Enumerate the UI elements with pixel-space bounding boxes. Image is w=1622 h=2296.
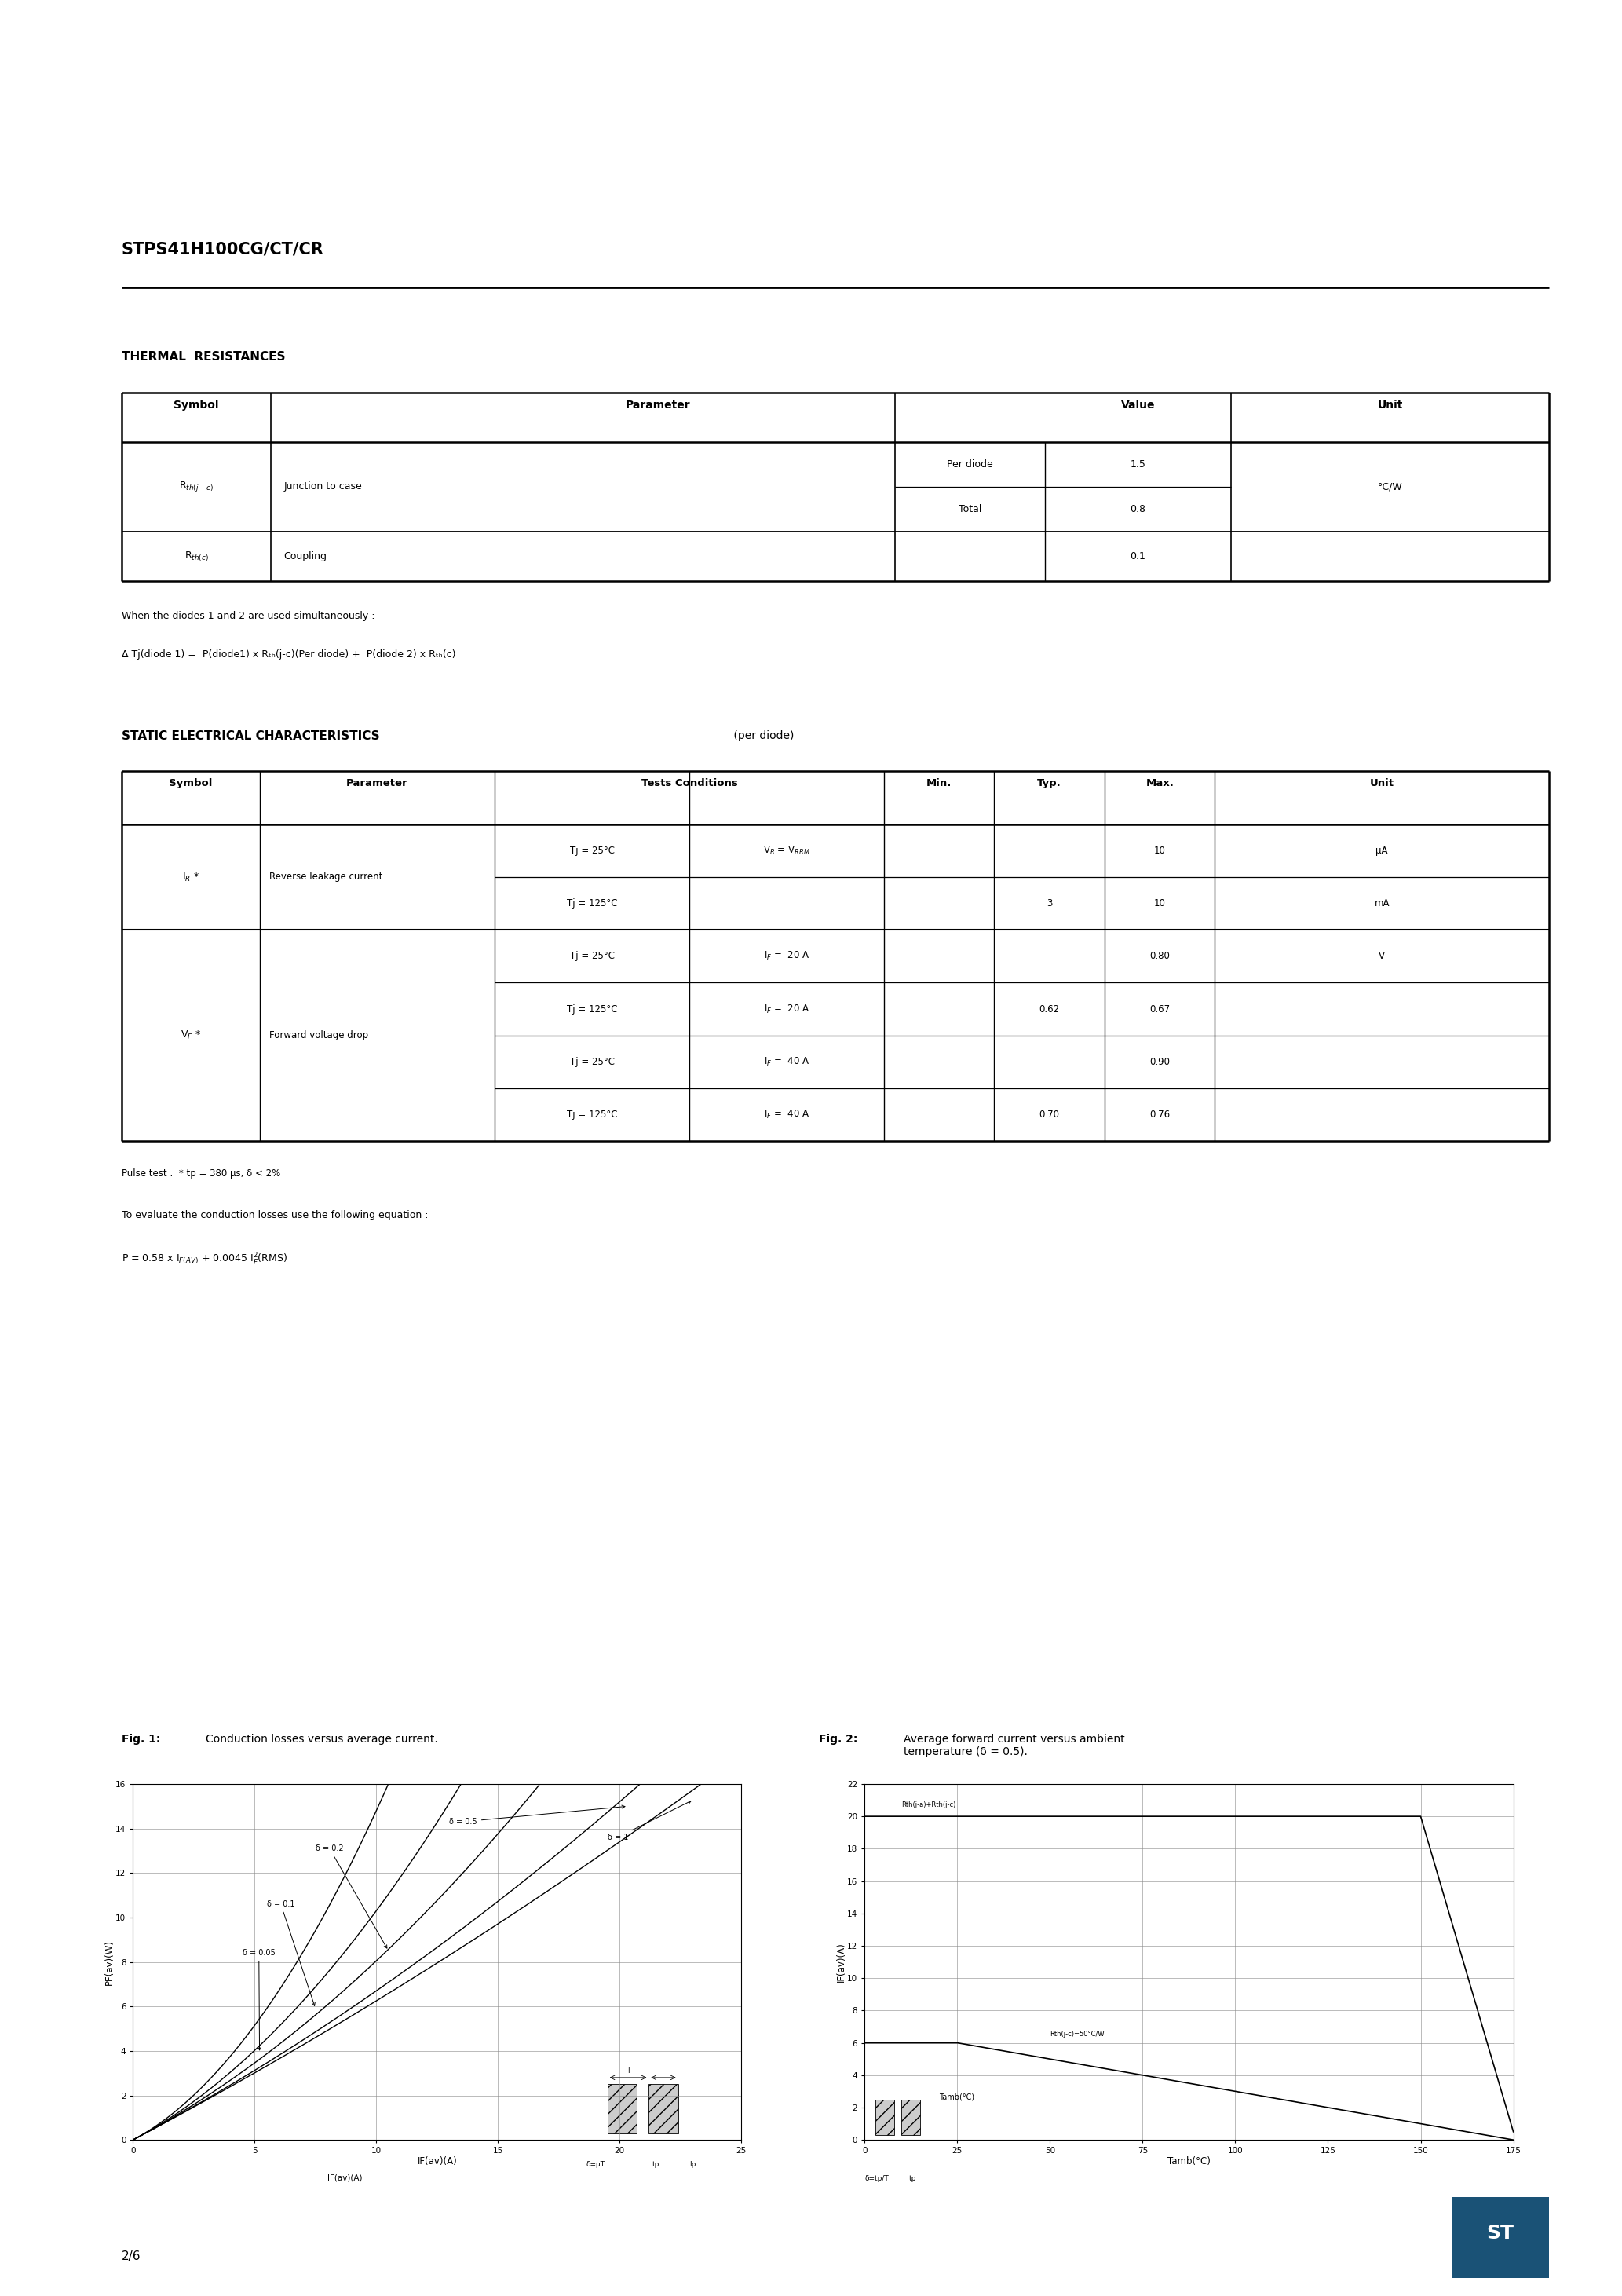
Text: Typ.: Typ.	[1038, 778, 1061, 788]
Text: lp: lp	[689, 2161, 696, 2167]
Text: Tamb(°C): Tamb(°C)	[939, 2094, 975, 2101]
Text: Forward voltage drop: Forward voltage drop	[269, 1031, 368, 1040]
Bar	[649, 2085, 678, 2133]
Text: STATIC ELECTRICAL CHARACTERISTICS: STATIC ELECTRICAL CHARACTERISTICS	[122, 730, 380, 742]
Text: (per diode): (per diode)	[730, 730, 793, 742]
Text: 0.8: 0.8	[1131, 505, 1145, 514]
Text: I: I	[628, 2069, 629, 2076]
Text: 10: 10	[1153, 845, 1166, 856]
Bar	[902, 2099, 920, 2135]
Text: Reverse leakage current: Reverse leakage current	[269, 872, 383, 882]
Text: Fig. 1:: Fig. 1:	[122, 1733, 161, 1745]
Text: R$_{th(c)}$: R$_{th(c)}$	[185, 549, 208, 563]
FancyBboxPatch shape	[1447, 2193, 1554, 2282]
Text: ST: ST	[1487, 2225, 1513, 2243]
Text: IF(av)(A): IF(av)(A)	[328, 2174, 363, 2181]
X-axis label: IF(av)(A): IF(av)(A)	[417, 2156, 457, 2165]
Text: 10: 10	[1153, 898, 1166, 909]
Text: When the diodes 1 and 2 are used simultaneously :: When the diodes 1 and 2 are used simulta…	[122, 611, 375, 620]
Text: I$_F$ =  20 A: I$_F$ = 20 A	[764, 951, 809, 962]
Text: Tj = 125°C: Tj = 125°C	[566, 1109, 618, 1120]
Text: 3: 3	[1046, 898, 1053, 909]
Text: Unit: Unit	[1369, 778, 1395, 788]
Text: tp: tp	[652, 2161, 660, 2167]
Text: Coupling: Coupling	[284, 551, 328, 560]
Text: 0.80: 0.80	[1150, 951, 1169, 962]
Text: δ=tp/T: δ=tp/T	[865, 2174, 889, 2181]
Text: Average forward current versus ambient
temperature (δ = 0.5).: Average forward current versus ambient t…	[903, 1733, 1124, 1756]
Text: δ = 0.1: δ = 0.1	[266, 1901, 315, 2007]
Text: °C/W: °C/W	[1377, 482, 1403, 491]
Text: δ = 1: δ = 1	[608, 1800, 691, 1841]
X-axis label: Tamb(°C): Tamb(°C)	[1168, 2156, 1210, 2165]
Text: R$_{th(j-c)}$: R$_{th(j-c)}$	[178, 480, 214, 494]
Text: I$_F$ =  40 A: I$_F$ = 40 A	[764, 1056, 809, 1068]
Text: 0.1: 0.1	[1131, 551, 1145, 560]
Text: I$_F$ =  20 A: I$_F$ = 20 A	[764, 1003, 809, 1015]
Text: Rth(j-a)+Rth(j-c): Rth(j-a)+Rth(j-c)	[902, 1800, 955, 1809]
Text: V$_R$ = V$_{RRM}$: V$_R$ = V$_{RRM}$	[762, 845, 811, 856]
Text: 1.5: 1.5	[1131, 459, 1145, 468]
Text: Symbol: Symbol	[169, 778, 212, 788]
Text: 0.76: 0.76	[1150, 1109, 1169, 1120]
Text: 2/6: 2/6	[122, 2250, 141, 2262]
Text: Total: Total	[959, 505, 981, 514]
Y-axis label: PF(av)(W): PF(av)(W)	[104, 1940, 115, 1984]
Text: mA: mA	[1374, 898, 1390, 909]
Text: Tj = 25°C: Tj = 25°C	[569, 1056, 615, 1068]
Text: Symbol: Symbol	[174, 400, 219, 411]
Text: Tj = 25°C: Tj = 25°C	[569, 845, 615, 856]
Text: Unit: Unit	[1377, 400, 1403, 411]
Text: Fig. 2:: Fig. 2:	[819, 1733, 858, 1745]
Text: 0.90: 0.90	[1150, 1056, 1169, 1068]
Text: P = 0.58 x I$_{F(AV)}$ + 0.0045 I$_F^2$(RMS): P = 0.58 x I$_{F(AV)}$ + 0.0045 I$_F^2$(…	[122, 1251, 287, 1267]
Text: Parameter: Parameter	[345, 778, 409, 788]
Text: δ=μT: δ=μT	[586, 2161, 605, 2167]
Y-axis label: IF(av)(A): IF(av)(A)	[835, 1942, 847, 1981]
Text: Tj = 25°C: Tj = 25°C	[569, 951, 615, 962]
Text: To evaluate the conduction losses use the following equation :: To evaluate the conduction losses use th…	[122, 1210, 428, 1219]
Text: Pulse test :  * tp = 380 μs, δ < 2%: Pulse test : * tp = 380 μs, δ < 2%	[122, 1169, 281, 1178]
Text: I$_F$ =  40 A: I$_F$ = 40 A	[764, 1109, 809, 1120]
Text: Junction to case: Junction to case	[284, 482, 362, 491]
Bar	[608, 2085, 637, 2133]
Text: V$_F$ *: V$_F$ *	[180, 1029, 201, 1042]
Text: STPS41H100CG/CT/CR: STPS41H100CG/CT/CR	[122, 241, 324, 257]
Text: Δ Tj(diode 1) =  P(diode1) x Rₜₕ(j-c)(Per diode) +  P(diode 2) x Rₜₕ(c): Δ Tj(diode 1) = P(diode1) x Rₜₕ(j-c)(Per…	[122, 650, 456, 659]
Text: tp: tp	[908, 2174, 916, 2181]
Text: Max.: Max.	[1145, 778, 1174, 788]
Text: δ = 0.2: δ = 0.2	[315, 1844, 388, 1949]
Text: Tests Conditions: Tests Conditions	[641, 778, 738, 788]
Text: Parameter: Parameter	[626, 400, 689, 411]
Text: Per diode: Per diode	[947, 459, 993, 468]
Bar	[876, 2099, 894, 2135]
Text: Tj = 125°C: Tj = 125°C	[566, 898, 618, 909]
Text: δ = 0.05: δ = 0.05	[243, 1949, 276, 2050]
Text: 0.70: 0.70	[1040, 1109, 1059, 1120]
Text: Value: Value	[1121, 400, 1155, 411]
Text: Conduction losses versus average current.: Conduction losses versus average current…	[206, 1733, 438, 1745]
Text: Rth(j-c)=50°C/W: Rth(j-c)=50°C/W	[1049, 2032, 1105, 2039]
Text: V: V	[1379, 951, 1385, 962]
Text: 0.67: 0.67	[1150, 1003, 1169, 1015]
Text: μA: μA	[1375, 845, 1388, 856]
Text: 0.62: 0.62	[1040, 1003, 1059, 1015]
Text: THERMAL  RESISTANCES: THERMAL RESISTANCES	[122, 351, 285, 363]
Text: Min.: Min.	[926, 778, 952, 788]
Text: Tj = 125°C: Tj = 125°C	[566, 1003, 618, 1015]
Text: δ = 0.5: δ = 0.5	[449, 1805, 624, 1825]
Text: I$_R$ *: I$_R$ *	[182, 870, 200, 884]
